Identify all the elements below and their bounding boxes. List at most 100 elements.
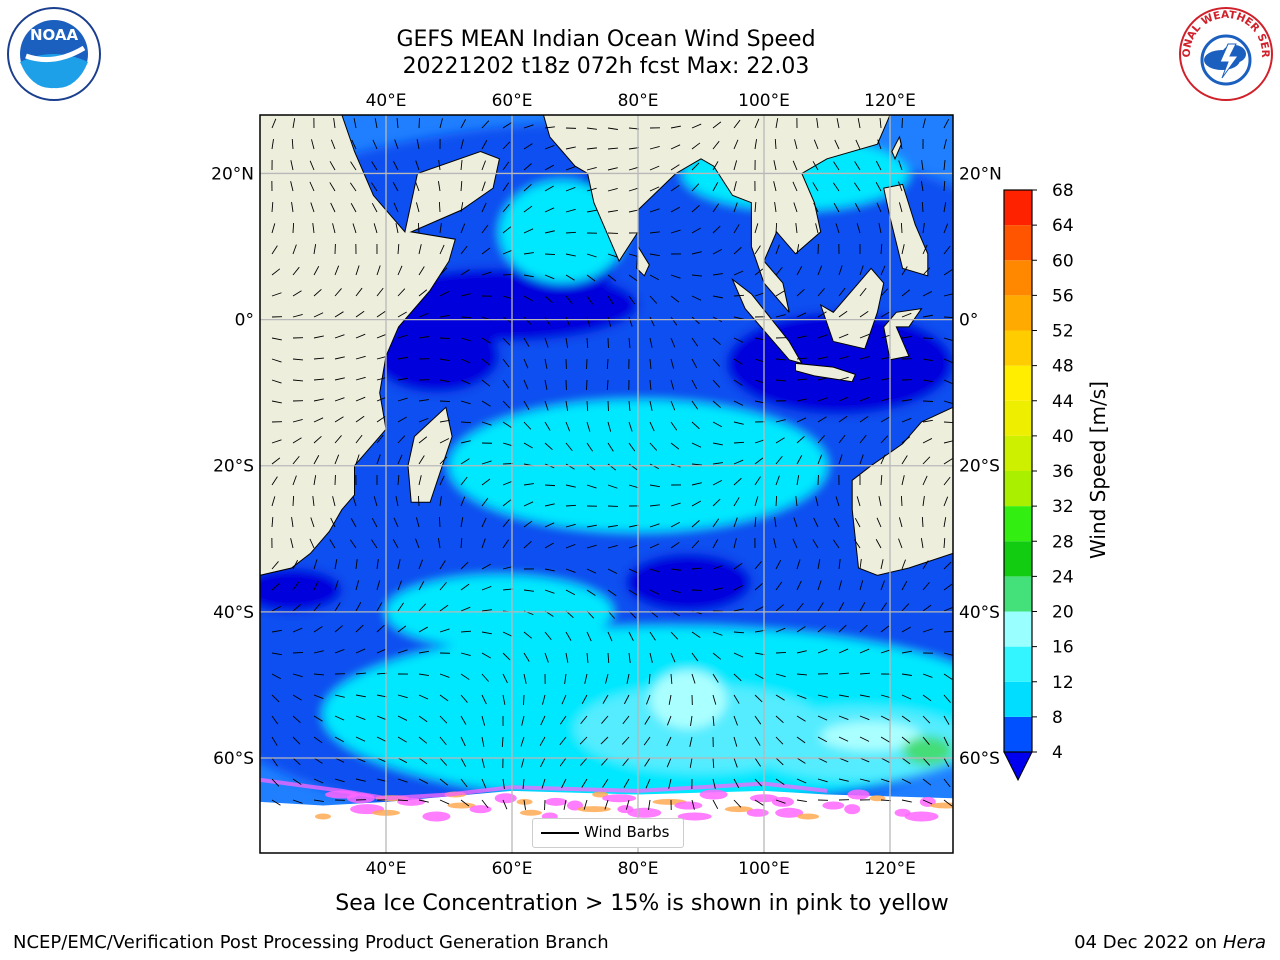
wind-barb [712, 631, 723, 636]
wind-barb [648, 673, 651, 685]
wind-barb [313, 288, 322, 297]
wind-barb [796, 398, 807, 402]
wind-barb [880, 757, 891, 764]
wind-barb [418, 757, 428, 765]
wind-barb [437, 181, 441, 192]
wind-barb [691, 567, 702, 570]
wind-barb [565, 208, 576, 213]
wind-barb [415, 517, 420, 528]
wind-barb [502, 204, 510, 213]
wind-barb [418, 312, 429, 318]
wind-barb [502, 442, 513, 447]
wind-barb [334, 377, 345, 381]
wind-barb [733, 736, 738, 747]
wind-barb [817, 397, 828, 402]
wind-barb [418, 475, 422, 486]
wind-barb [670, 521, 680, 528]
wind-barb [607, 188, 618, 192]
wind-barb [691, 205, 700, 213]
wind-barb [943, 118, 950, 129]
wind-barb [481, 673, 489, 682]
wind-barb [649, 316, 655, 327]
wind-barb [817, 356, 828, 360]
wind-barb [586, 568, 597, 574]
wind-barb [586, 442, 593, 452]
wind-barb [481, 120, 490, 129]
wind-barb [712, 778, 716, 789]
wind-barb [817, 311, 827, 318]
wind-barb [329, 182, 336, 192]
wind-barb [670, 502, 681, 507]
wind-barb [502, 519, 510, 528]
wind-barb [439, 694, 449, 702]
wind-barb [712, 757, 715, 769]
wind-barb [838, 287, 846, 297]
wind-barb [879, 118, 882, 129]
wind-barb [754, 736, 761, 746]
wind-barb [649, 208, 660, 213]
wind-barb [943, 379, 953, 385]
wind-barb [604, 799, 609, 810]
colorbar-tick-label: 32 [1052, 497, 1074, 517]
colorbar-bin-20 [1004, 576, 1032, 612]
wind-barb [754, 673, 764, 680]
wind-barb [271, 583, 280, 591]
wind-barb [796, 673, 807, 676]
wind-barb [775, 778, 785, 785]
wind-barb [922, 628, 933, 633]
wind-barb [666, 715, 672, 726]
wind-barb [943, 673, 953, 680]
sea-ice-caption: Sea Ice Concentration > 15% is shown in … [335, 891, 949, 916]
wind-barb [523, 631, 533, 639]
chart-title: GEFS MEAN Indian Ocean Wind Speed [396, 27, 816, 52]
wind-barb [271, 118, 277, 129]
wind-barb [922, 379, 933, 383]
wind-barb [754, 337, 765, 341]
wind-barb [670, 442, 680, 450]
wind-barb [880, 625, 890, 633]
wind-barb [355, 265, 360, 276]
wind-barb [355, 376, 366, 381]
wind-barb [943, 757, 950, 767]
wind-barb [795, 496, 798, 507]
wind-barb [670, 421, 678, 431]
wind-barb [397, 265, 403, 276]
wind-barb [376, 624, 385, 633]
wind-barb [580, 757, 588, 766]
wind-barb [418, 117, 420, 129]
lon-tick-bottom: 80°E [618, 859, 659, 879]
wind-barb [712, 694, 717, 705]
wind-barb [523, 228, 534, 234]
wind-barb [313, 312, 324, 318]
wind-barb [355, 559, 358, 570]
wind-barb [502, 652, 511, 661]
wind-barb [502, 539, 509, 549]
wind-barb [481, 715, 486, 726]
wind-barb [670, 400, 676, 411]
wind-barb [922, 267, 931, 276]
wind-barb [670, 274, 681, 279]
wind-barb [544, 164, 554, 171]
wind-barb [712, 400, 721, 408]
wind-barb [733, 608, 744, 612]
wind-barb [922, 736, 930, 745]
wind-barb [313, 417, 324, 423]
wind-barb [586, 544, 597, 549]
wind-barb [415, 181, 420, 192]
wind-barb [439, 673, 450, 678]
lon-tick-top: 60°E [492, 91, 533, 111]
wind-barb [691, 274, 702, 277]
wind-barb [922, 314, 933, 318]
wind-barb [310, 202, 315, 213]
wind-barb [775, 379, 786, 382]
wind-barb [901, 244, 905, 255]
wind-barb [355, 355, 366, 360]
wind-barb [395, 496, 399, 507]
wind-barb [754, 245, 761, 255]
wind-barb [712, 421, 723, 428]
wind-barb [670, 542, 680, 549]
wind-barb [833, 203, 840, 213]
wind-barb [733, 562, 743, 570]
ice-patch-23 [627, 807, 662, 818]
wind-barb [502, 182, 509, 192]
